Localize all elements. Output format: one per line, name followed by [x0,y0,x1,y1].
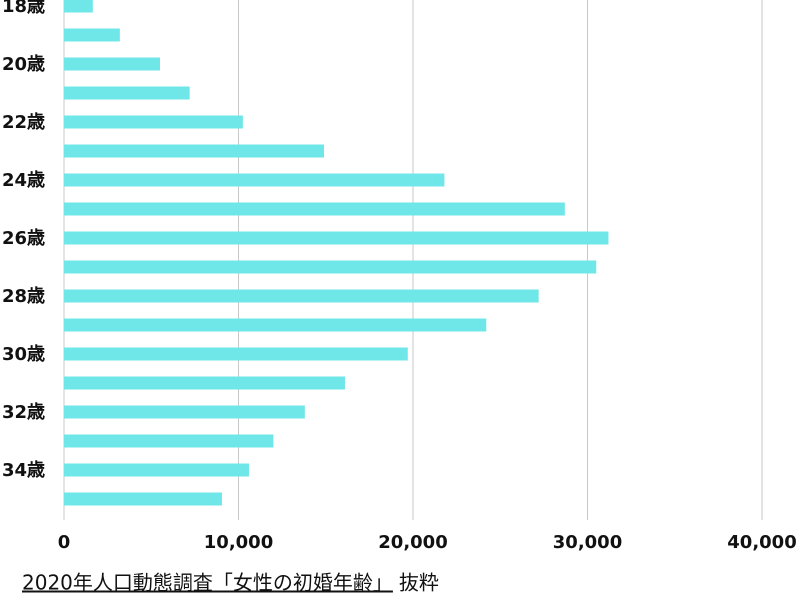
bar [64,231,609,245]
y-tick-label: 30歳 [2,344,45,365]
x-tick-label: 0 [58,532,71,553]
title-suffix: 抜粋 [399,571,439,595]
bar [64,202,565,216]
bar [64,347,408,361]
bar [64,115,243,129]
bar [64,28,120,42]
bar [64,463,249,477]
bar [64,86,190,100]
y-tick-label: 22歳 [2,112,45,133]
bar [64,376,345,390]
bar [64,289,539,303]
bar [64,434,274,448]
bar [64,260,597,274]
chart-title: 2020年人口動態調査「女性の初婚年齢」 [22,571,393,595]
x-tick-label: 40,000 [727,532,796,553]
y-tick-label: 34歳 [2,460,45,481]
y-tick-label: 32歳 [2,402,45,423]
y-tick-label: 28歳 [2,286,45,307]
bar [64,0,93,13]
y-tick-label: 18歳 [2,0,45,17]
y-tick-label: 20歳 [2,54,45,75]
x-tick-label: 30,000 [553,532,622,553]
bar [64,57,160,71]
x-tick-label: 10,000 [204,532,273,553]
bar [64,492,222,506]
y-tick-label: 24歳 [2,170,45,191]
x-tick-label: 20,000 [378,532,447,553]
y-tick-label: 26歳 [2,228,45,249]
bar [64,318,487,332]
bar [64,144,325,158]
bar [64,405,305,419]
bar [64,173,445,187]
